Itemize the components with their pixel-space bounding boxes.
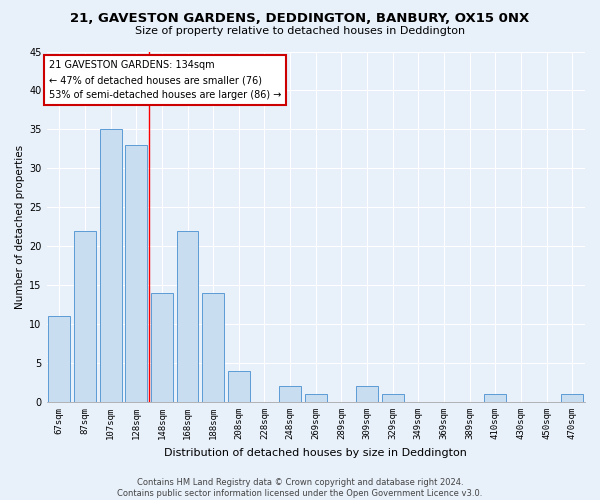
Bar xyxy=(484,394,506,402)
Bar xyxy=(305,394,326,402)
Text: Contains HM Land Registry data © Crown copyright and database right 2024.
Contai: Contains HM Land Registry data © Crown c… xyxy=(118,478,482,498)
Bar xyxy=(382,394,404,402)
Bar xyxy=(202,293,224,402)
Text: 21, GAVESTON GARDENS, DEDDINGTON, BANBURY, OX15 0NX: 21, GAVESTON GARDENS, DEDDINGTON, BANBUR… xyxy=(70,12,530,26)
Bar xyxy=(151,293,173,402)
Bar xyxy=(74,230,96,402)
Bar xyxy=(100,130,122,402)
Bar xyxy=(125,145,147,402)
Bar xyxy=(356,386,378,402)
Bar xyxy=(228,371,250,402)
Text: 21 GAVESTON GARDENS: 134sqm
← 47% of detached houses are smaller (76)
53% of sem: 21 GAVESTON GARDENS: 134sqm ← 47% of det… xyxy=(49,60,281,100)
Bar xyxy=(561,394,583,402)
Bar xyxy=(176,230,199,402)
Bar xyxy=(49,316,70,402)
Y-axis label: Number of detached properties: Number of detached properties xyxy=(15,144,25,309)
Text: Size of property relative to detached houses in Deddington: Size of property relative to detached ho… xyxy=(135,26,465,36)
Bar xyxy=(279,386,301,402)
X-axis label: Distribution of detached houses by size in Deddington: Distribution of detached houses by size … xyxy=(164,448,467,458)
